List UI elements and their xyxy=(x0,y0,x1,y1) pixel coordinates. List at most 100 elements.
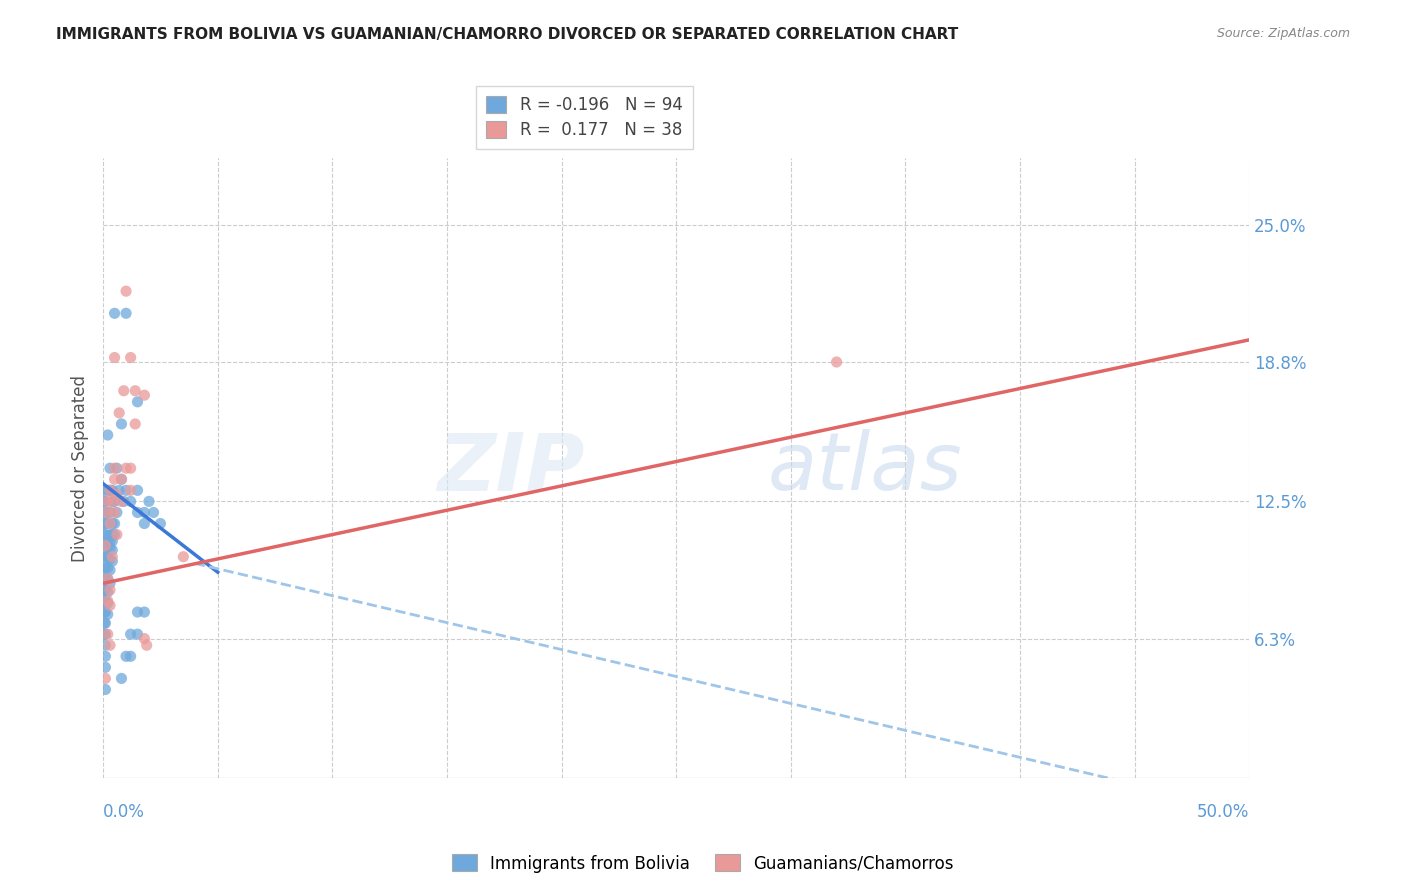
Point xyxy=(94,682,117,697)
Point xyxy=(94,582,117,597)
Point xyxy=(93,616,115,631)
Point xyxy=(134,506,156,520)
Point xyxy=(112,384,135,398)
Y-axis label: Divorced or Separated: Divorced or Separated xyxy=(72,375,89,562)
Point xyxy=(108,483,131,498)
Point xyxy=(94,605,117,619)
Point xyxy=(134,388,156,402)
Text: Source: ZipAtlas.com: Source: ZipAtlas.com xyxy=(1216,27,1350,40)
Point xyxy=(104,516,127,531)
Point xyxy=(149,516,172,531)
Point xyxy=(97,594,120,608)
Point xyxy=(94,539,117,553)
Point xyxy=(97,561,120,575)
Point xyxy=(120,494,142,508)
Point xyxy=(104,506,127,520)
Point xyxy=(115,461,138,475)
Point xyxy=(105,488,128,502)
Point xyxy=(94,572,117,586)
Text: atlas: atlas xyxy=(768,429,963,508)
Point xyxy=(124,417,146,431)
Point xyxy=(98,582,121,597)
Point xyxy=(98,552,121,566)
Point xyxy=(120,351,142,365)
Point xyxy=(93,516,115,531)
Point xyxy=(94,494,117,508)
Point xyxy=(98,527,121,541)
Point xyxy=(94,539,117,553)
Point xyxy=(98,576,121,591)
Point xyxy=(110,472,132,486)
Point xyxy=(104,494,127,508)
Point xyxy=(93,561,115,575)
Point xyxy=(104,306,127,320)
Point xyxy=(94,627,117,641)
Legend: R = -0.196   N = 94, R =  0.177   N = 38: R = -0.196 N = 94, R = 0.177 N = 38 xyxy=(477,87,693,149)
Point xyxy=(97,532,120,546)
Point xyxy=(93,494,115,508)
Point xyxy=(97,572,120,586)
Point xyxy=(101,494,124,508)
Point xyxy=(115,306,138,320)
Point xyxy=(825,355,848,369)
Text: IMMIGRANTS FROM BOLIVIA VS GUAMANIAN/CHAMORRO DIVORCED OR SEPARATED CORRELATION : IMMIGRANTS FROM BOLIVIA VS GUAMANIAN/CHA… xyxy=(56,27,959,42)
Legend: Immigrants from Bolivia, Guamanians/Chamorros: Immigrants from Bolivia, Guamanians/Cham… xyxy=(446,847,960,880)
Point xyxy=(134,516,156,531)
Point xyxy=(97,627,120,641)
Point xyxy=(93,582,115,597)
Point xyxy=(98,563,121,577)
Point xyxy=(127,394,149,409)
Point xyxy=(98,461,121,475)
Text: 0.0%: 0.0% xyxy=(103,803,145,821)
Point xyxy=(93,506,115,520)
Point xyxy=(120,649,142,664)
Point xyxy=(101,554,124,568)
Point xyxy=(104,527,127,541)
Point xyxy=(127,605,149,619)
Point xyxy=(93,483,115,498)
Point xyxy=(104,351,127,365)
Point xyxy=(97,585,120,599)
Point xyxy=(110,494,132,508)
Point xyxy=(101,527,124,541)
Point xyxy=(97,506,120,520)
Point xyxy=(93,539,115,553)
Point xyxy=(104,461,127,475)
Point xyxy=(93,594,115,608)
Point xyxy=(93,527,115,541)
Point xyxy=(97,572,120,586)
Point xyxy=(98,506,121,520)
Point xyxy=(120,627,142,641)
Point xyxy=(127,506,149,520)
Point xyxy=(97,549,120,564)
Text: ZIP: ZIP xyxy=(437,429,585,508)
Point xyxy=(115,483,138,498)
Point xyxy=(97,506,120,520)
Point xyxy=(172,549,194,564)
Point xyxy=(98,516,121,531)
Text: 50.0%: 50.0% xyxy=(1197,803,1249,821)
Point xyxy=(94,616,117,631)
Point xyxy=(124,384,146,398)
Point xyxy=(94,549,117,564)
Point xyxy=(101,483,124,498)
Point xyxy=(110,417,132,431)
Point xyxy=(101,534,124,549)
Point xyxy=(98,483,121,498)
Point xyxy=(97,539,120,553)
Point xyxy=(94,649,117,664)
Point xyxy=(93,627,115,641)
Point xyxy=(120,461,142,475)
Point xyxy=(115,649,138,664)
Point xyxy=(94,672,117,686)
Point xyxy=(127,627,149,641)
Point xyxy=(94,660,117,674)
Point xyxy=(135,638,157,652)
Point xyxy=(94,638,117,652)
Point xyxy=(138,494,160,508)
Point xyxy=(98,638,121,652)
Point xyxy=(105,527,128,541)
Point xyxy=(98,534,121,549)
Point xyxy=(98,483,121,498)
Point xyxy=(101,549,124,564)
